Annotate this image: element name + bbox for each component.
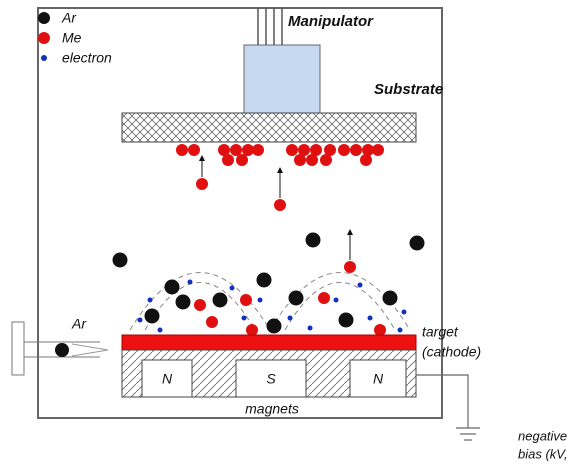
legend-marker [41,55,47,61]
metal-atom [252,144,264,156]
electron [257,297,263,303]
metal-atom [236,154,248,166]
magnet-label: N [162,371,173,387]
electron [307,325,313,331]
argon-atom [338,312,354,328]
electron [357,282,363,288]
metal-atom [188,144,200,156]
electron [229,285,235,291]
electron [187,279,193,285]
metal-atom [222,154,234,166]
metal-atom [374,324,386,336]
metal-atom [344,261,356,273]
decoration [112,144,425,341]
legend-marker [38,12,50,24]
metal-atom [318,292,330,304]
metal-atom [176,144,188,156]
argon-atom [144,308,160,324]
legend-marker [38,32,50,44]
magnets-label: magnets [245,401,299,417]
metal-atom [194,299,206,311]
electron [401,309,407,315]
argon-atom [256,272,272,288]
field-line [284,282,396,331]
metal-atom [218,144,230,156]
metal-atom [242,144,254,156]
metal-atom [294,154,306,166]
legend-label: Me [62,30,82,46]
metal-atom [206,316,218,328]
magnet [141,359,193,398]
metal-atom [246,324,258,336]
metal-atom [306,154,318,166]
metal-atom [350,144,362,156]
magnet [235,359,307,398]
electron [287,315,293,321]
ground-wire [416,374,480,441]
metal-atom [362,144,374,156]
argon-atom [212,292,228,308]
metal-atom [196,178,208,190]
electron [137,317,143,323]
metal-atom [230,144,242,156]
metal-atom [240,294,252,306]
manipulator-label: Manipulator [288,13,374,30]
gas-inlet-label: Ar [71,316,87,332]
ar-atom [55,343,69,357]
bias-note: bias (kV, [518,446,568,461]
argon-atom [305,232,321,248]
argon-atom [266,318,282,334]
field-line [129,272,271,331]
metal-atom [338,144,350,156]
manipulator-rods [257,8,283,45]
metal-atom [324,144,336,156]
electron [397,327,403,333]
argon-atom [112,252,128,268]
argon-atom [164,279,180,295]
target [121,334,417,351]
electron [241,315,247,321]
substrate-label: Substrate [374,81,443,98]
metal-atom [274,199,286,211]
magnet-label: S [266,371,276,387]
magnet-label: N [373,371,384,387]
substrate [121,112,417,143]
argon-atom [175,294,191,310]
electron [157,327,163,333]
electron [333,297,339,303]
legend-label: electron [62,50,112,66]
metal-atom [298,144,310,156]
legend-label: Ar [61,10,77,26]
field-line [269,272,411,331]
magnet [349,359,407,398]
target-note: (cathode) [422,344,481,360]
chamber [37,7,443,419]
metal-atom [286,144,298,156]
electron [367,315,373,321]
metal-atom [360,154,372,166]
bias-label: negative [518,428,567,443]
field-line [144,282,256,331]
metal-atom [310,144,322,156]
argon-atom [382,290,398,306]
argon-atom [288,290,304,306]
argon-atom [409,235,425,251]
metal-atom [320,154,332,166]
target-label: target [422,324,459,340]
metal-atom [372,144,384,156]
manipulator-block [243,44,321,114]
electron [147,297,153,303]
